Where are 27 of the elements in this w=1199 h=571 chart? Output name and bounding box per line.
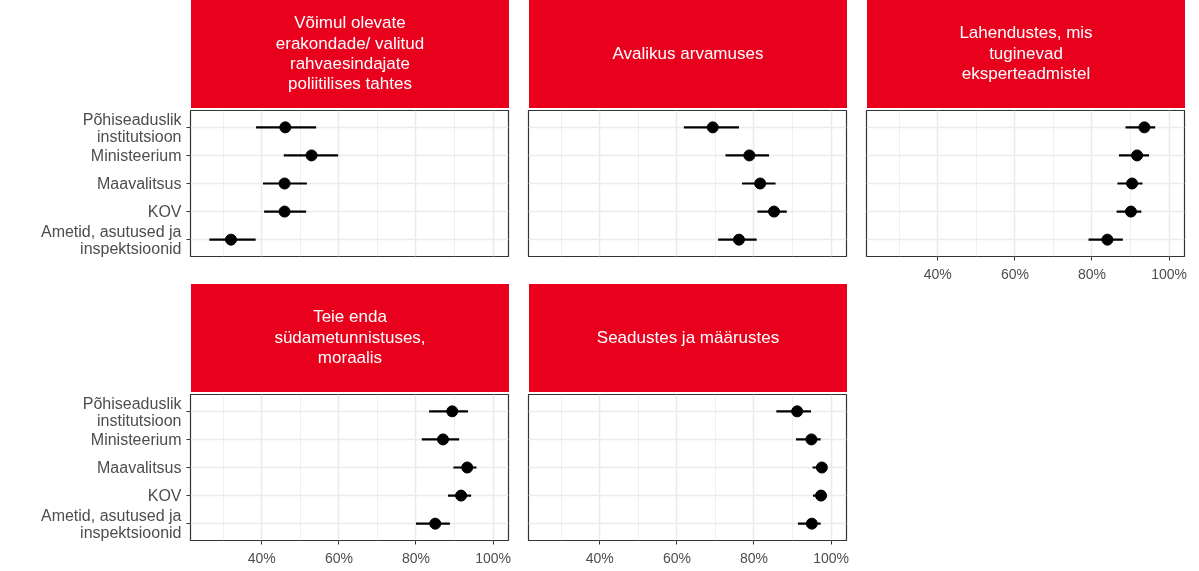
x-tick-label: 80% <box>401 549 431 566</box>
x-tick-label: 40% <box>585 549 614 566</box>
chart-title: Seadustes ja määrustes <box>596 327 780 349</box>
x-tick-label: 60% <box>1000 265 1029 282</box>
y-tick-label: Põhiseaduslik institutsioon <box>82 394 183 429</box>
x-tick-label: 80% <box>739 549 769 566</box>
chart-title: Lahendustes, mis tuginevad eksperteadmistel <box>959 23 1093 85</box>
y-tick-label: KOV <box>147 487 182 505</box>
x-tick-label: 60% <box>662 549 691 566</box>
y-tick-label: KOV <box>147 203 182 221</box>
y-tick-label: Maavalitsus <box>97 459 182 476</box>
chart-title: Teie enda südametunnistuses, moraalis <box>274 307 426 369</box>
y-tick-label: Ametid, asutused ja inspektsioonid <box>40 506 182 541</box>
x-tick-label: 100% <box>475 549 511 566</box>
x-tick-label: 100% <box>813 549 849 566</box>
y-tick-label: Ministeerium <box>90 146 182 164</box>
chart-title: Võimul olevate erakondade/ valitud rahvaesindajate poliitilises tahtes <box>275 13 425 95</box>
x-tick-label: 100% <box>1151 265 1187 282</box>
y-tick-label: Põhiseaduslik institutsioon <box>82 110 183 145</box>
x-tick-label: 40% <box>247 549 276 566</box>
x-tick-label: 80% <box>1077 265 1107 282</box>
chart-title: Avalikus arvamuses <box>612 43 764 65</box>
y-tick-label: Ministeerium <box>90 430 182 448</box>
x-tick-label: 40% <box>923 265 952 282</box>
y-tick-label: Ametid, asutused ja inspektsioonid <box>40 222 182 257</box>
x-tick-label: 60% <box>324 549 353 566</box>
y-tick-label: Maavalitsus <box>97 175 182 192</box>
